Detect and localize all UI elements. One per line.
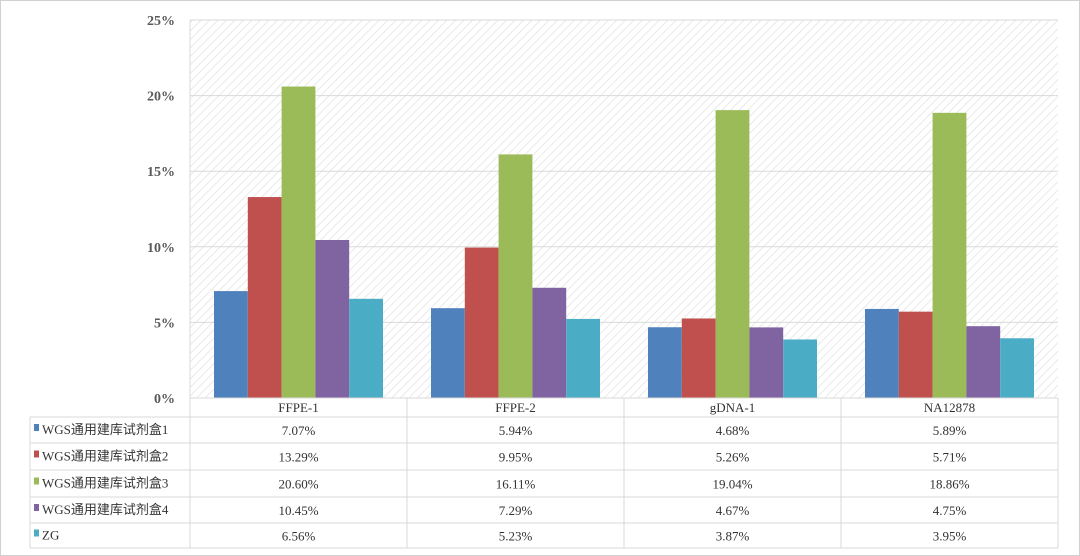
bar: [715, 110, 750, 398]
x-tick-label: FFPE-2: [495, 400, 535, 415]
table-cell: 19.04%: [712, 477, 752, 492]
y-tick-label: 5%: [154, 316, 175, 331]
table-cell: 6.56%: [282, 529, 316, 544]
bar: [247, 197, 282, 398]
bar: [783, 339, 817, 398]
bar: [681, 318, 716, 398]
bar: [315, 239, 350, 398]
bar: [349, 298, 383, 398]
bar: [464, 247, 499, 398]
bar: [648, 327, 682, 398]
table-cell: 16.11%: [496, 477, 536, 492]
table-cell: 5.26%: [716, 450, 750, 465]
bar: [431, 308, 465, 398]
bar: [281, 86, 316, 398]
table-cell: 3.95%: [933, 529, 967, 544]
bar: [532, 287, 567, 398]
legend-label: WGS通用建库试剂盒1: [42, 422, 168, 437]
legend-swatch: [34, 450, 39, 458]
table-cell: 4.75%: [933, 503, 967, 518]
table-cell: 7.07%: [282, 423, 316, 438]
table-cell: 3.87%: [716, 529, 750, 544]
table-cell: 5.23%: [499, 529, 533, 544]
bar: [1000, 338, 1034, 398]
legend-label: ZG: [42, 528, 59, 543]
x-tick-label: FFPE-1: [278, 400, 318, 415]
bar: [898, 311, 933, 398]
legend-label: WGS通用建库试剂盒3: [42, 476, 168, 491]
legend-label: WGS通用建库试剂盒2: [42, 449, 168, 464]
bar: [966, 326, 1001, 398]
bar: [566, 318, 600, 398]
table-cell: 5.71%: [933, 450, 967, 465]
table-cell: 5.89%: [933, 423, 967, 438]
table-cell: 10.45%: [278, 503, 318, 518]
bar: [749, 327, 784, 398]
y-tick-label: 20%: [147, 90, 175, 105]
legend-swatch: [34, 529, 39, 537]
y-tick-label: 25%: [147, 14, 175, 29]
legend-swatch: [34, 477, 39, 485]
table-cell: 7.29%: [499, 503, 533, 518]
x-tick-label: NA12878: [924, 400, 975, 415]
table-cell: 4.67%: [716, 503, 750, 518]
table-cell: 9.95%: [499, 450, 533, 465]
table-cell: 5.94%: [499, 423, 533, 438]
x-tick-label: gDNA-1: [710, 400, 756, 415]
legend-label: WGS通用建库试剂盒4: [42, 502, 169, 517]
table-cell: 20.60%: [278, 477, 318, 492]
bar: [214, 291, 248, 398]
table-cell: 4.68%: [716, 423, 750, 438]
table-cell: 13.29%: [278, 450, 318, 465]
legend-swatch: [34, 504, 39, 511]
bar: [865, 308, 899, 398]
y-tick-label: 10%: [147, 241, 175, 256]
bar: [498, 154, 533, 398]
table-cell: 18.86%: [929, 477, 969, 492]
y-tick-label: 0%: [154, 392, 175, 407]
y-tick-label: 15%: [147, 165, 175, 180]
legend-swatch: [34, 424, 39, 431]
bar: [932, 112, 967, 399]
